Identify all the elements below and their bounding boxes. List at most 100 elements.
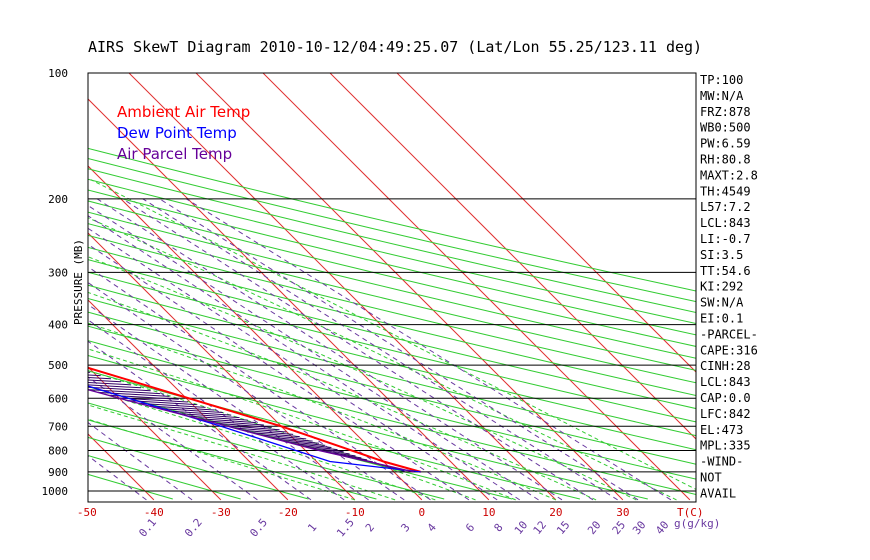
cape-hatch-line <box>138 402 206 408</box>
cape-hatch-line <box>178 413 240 419</box>
cape-hatch-line <box>88 384 141 389</box>
moist-adiabat-line <box>88 388 436 501</box>
cape-hatch-line <box>292 443 332 449</box>
series-layer <box>88 366 421 473</box>
moist-adiabat-line <box>88 418 356 501</box>
mixing-ratio-line <box>88 376 258 501</box>
stat-entry: LCL:843 <box>700 216 751 230</box>
stat-entry: TT:54.6 <box>700 264 751 278</box>
cape-hatch-line <box>197 418 256 424</box>
moist-adiabat-line <box>88 322 557 501</box>
legend-item: Dew Point Temp <box>117 124 237 142</box>
dry-adiabat-line <box>88 157 696 303</box>
stat-entry: FRZ:878 <box>700 105 751 119</box>
stat-entry: MPL:335 <box>700 439 751 453</box>
cape-hatch-line <box>159 408 223 414</box>
cape-hatch-line <box>276 438 320 444</box>
dry-adiabat-line <box>88 147 696 292</box>
dry-adiabat-line <box>88 370 581 500</box>
cape-hatch-line <box>149 405 215 411</box>
moist-adiabat-line <box>88 256 637 501</box>
mixing-ratio-unit-label: g(g/kg) <box>674 517 720 530</box>
cape-hatch-line <box>225 425 280 431</box>
isotherm-line <box>88 366 222 501</box>
stat-entry: MAXT:2.8 <box>700 168 758 182</box>
bottom-temp-tick-label: 30 <box>616 506 629 519</box>
mixing-ratio-line <box>96 198 563 501</box>
mixing-ratio-line <box>122 198 594 501</box>
cape-hatch-line <box>316 449 350 455</box>
bottom-temp-tick-label: -10 <box>345 506 365 519</box>
stat-entry: NOT <box>700 471 722 485</box>
dry-adiabat-line <box>88 200 696 347</box>
mixing-ratio-line <box>88 303 369 501</box>
cape-hatch-line <box>251 432 300 438</box>
legend: Ambient Air Temp Dew Point Temp Air Parcel… <box>117 103 250 163</box>
bottom-temp-tick-label: 10 <box>482 506 495 519</box>
isotherm-line <box>88 165 423 501</box>
cape-hatch-line <box>88 386 151 392</box>
pressure-tick-label: 900 <box>48 466 68 479</box>
stat-entry: PW:6.59 <box>700 137 751 151</box>
mixing-ratio-line <box>159 198 639 501</box>
pressure-tick-label: 1000 <box>42 485 69 498</box>
dry-adiabat-line <box>88 419 377 500</box>
legend-item: Ambient Air Temp <box>117 103 250 121</box>
dry-adiabat-line <box>88 402 445 500</box>
cape-hatch-line <box>234 427 287 433</box>
dry-adiabat-line <box>88 325 696 480</box>
dry-adiabat-line <box>88 271 696 423</box>
dry-adiabat-line <box>88 284 696 437</box>
moist-adiabat-line <box>88 217 677 501</box>
pressure-tick-label: 500 <box>48 359 68 372</box>
cape-hatch-line <box>308 447 344 453</box>
cape-hatch-line <box>88 377 112 380</box>
pressure-tick-label: 200 <box>48 193 68 206</box>
mixing-ratio-line <box>88 227 498 501</box>
mixing-ratio-line <box>88 319 345 501</box>
stat-entry: LI:-0.7 <box>700 232 751 246</box>
mixing-ratio-line <box>142 198 618 501</box>
stat-entry: CINH:28 <box>700 359 751 373</box>
moist-adiabat-line <box>90 179 696 490</box>
chart-title: AIRS SkewT Diagram 2010-10-12/04:49:25.0… <box>88 38 702 56</box>
pressure-tick-label: 400 <box>48 319 68 332</box>
mixing-ratio-line <box>88 243 470 501</box>
moist-adiabat-line <box>88 370 476 501</box>
stat-entry: LFC:842 <box>700 407 751 421</box>
isotherm-line <box>128 73 557 501</box>
cape-hatch-line <box>216 422 272 428</box>
cape-hatch-line <box>243 429 294 435</box>
isotherm-line <box>262 73 691 501</box>
pressure-tick-label: 600 <box>48 392 68 405</box>
cape-hatch-line <box>300 445 338 451</box>
stat-entry: SI:3.5 <box>700 248 743 262</box>
bottom-temp-tick-label: -50 <box>77 506 97 519</box>
isotherm-line <box>329 73 696 440</box>
plot-frame <box>87 72 697 503</box>
dry-adiabat-line <box>88 311 696 465</box>
stat-entry: -PARCEL- <box>700 327 758 341</box>
stat-entry: -WIND- <box>700 455 743 469</box>
stat-entry: L57:7.2 <box>700 200 751 214</box>
mixing-ratio-line <box>88 204 539 501</box>
stat-entry: KI:292 <box>700 280 743 294</box>
cape-hatch-line <box>88 382 132 386</box>
bottom-temp-tick-label: -40 <box>144 506 164 519</box>
dry-adiabat-line <box>88 223 696 371</box>
stat-entry: CAP:0.0 <box>700 391 751 405</box>
dry-adiabat-line <box>88 168 696 313</box>
stat-entry: MW:N/A <box>700 89 744 103</box>
mixing-ratio-line <box>88 215 520 501</box>
parcel-line <box>88 389 415 473</box>
dewpoint-line <box>88 385 421 473</box>
stats-panel: TP:100 MW:N/A FRZ:878 WB0:500 PW:6.59 RH:80.8… <box>700 73 758 500</box>
pressure-tick-label: 800 <box>48 444 68 457</box>
dry-adiabat-line <box>88 297 696 451</box>
pressure-tick-label: 700 <box>48 420 68 433</box>
dry-adiabat-line <box>88 189 696 336</box>
isotherm-line <box>195 73 624 501</box>
bottom-temp-tick-label: 0 <box>419 506 426 519</box>
ambient-temp-line <box>88 366 421 473</box>
